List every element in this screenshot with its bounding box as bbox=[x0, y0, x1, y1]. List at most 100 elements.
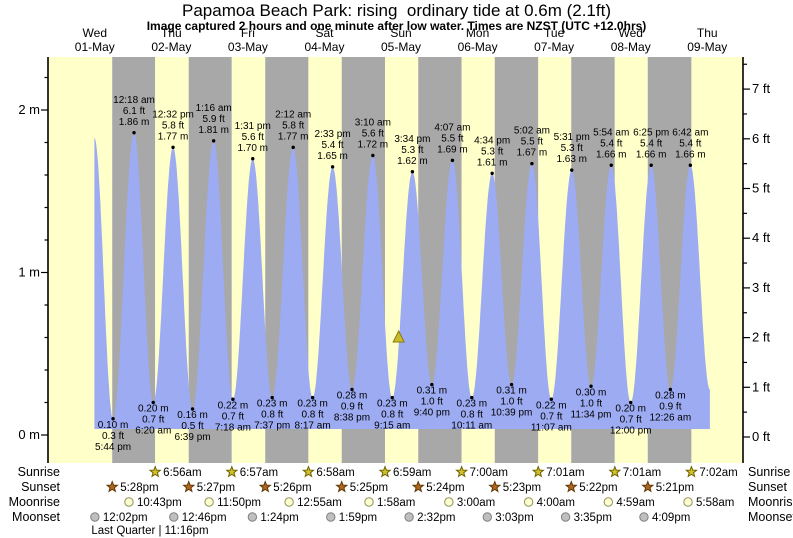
low-tide-ft: 0.9 ft bbox=[659, 402, 681, 413]
low-tide-dot bbox=[190, 407, 195, 411]
right-axis-label: 5 ft bbox=[752, 181, 770, 196]
row-label-moonset-right: Moonset bbox=[748, 510, 793, 524]
left-axis-label: 1 m bbox=[18, 265, 40, 280]
high-tide-ft: 5.6 ft bbox=[362, 129, 384, 140]
day-name-label: Mon bbox=[466, 26, 489, 40]
low-tide-m: 0.22 m bbox=[536, 400, 567, 411]
high-tide-time: 5:02 am bbox=[514, 126, 550, 137]
high-tide-m: 1.86 m bbox=[119, 117, 150, 128]
sunrise-star-icon bbox=[225, 465, 239, 478]
sunset-time: 5:23pm bbox=[503, 482, 541, 494]
sunset-time: 5:21pm bbox=[656, 482, 694, 494]
low-tide-dot bbox=[549, 397, 554, 401]
high-tide-time: 5:54 am bbox=[593, 127, 629, 138]
moonset-time: 3:35pm bbox=[574, 512, 612, 524]
low-tide-ft: 0.8 ft bbox=[261, 410, 283, 421]
low-tide-m: 0.28 m bbox=[337, 391, 368, 402]
low-tide-time: 8:38 pm bbox=[334, 413, 370, 424]
moonset-circle-icon bbox=[169, 512, 179, 522]
sunset-star-icon bbox=[105, 480, 119, 493]
high-tide-m: 1.66 m bbox=[636, 149, 667, 160]
high-tide-dot bbox=[609, 163, 613, 167]
day-date-label: 05-May bbox=[381, 40, 421, 54]
low-tide-m: 0.22 m bbox=[218, 400, 249, 411]
high-tide-dot bbox=[649, 163, 653, 167]
low-tide-time: 10:11 am bbox=[451, 421, 492, 432]
high-tide-m: 1.77 m bbox=[278, 131, 309, 142]
high-tide-m: 1.69 m bbox=[437, 144, 468, 155]
high-tide-ft: 5.4 ft bbox=[640, 138, 662, 149]
current-tide-marker-icon bbox=[392, 329, 405, 343]
moonset-time: 12:46pm bbox=[182, 512, 227, 524]
low-tide-dot bbox=[270, 395, 274, 400]
moonrise-time: 4:59am bbox=[616, 497, 654, 509]
high-tide-ft: 5.3 ft bbox=[561, 143, 583, 154]
sunrise-star-icon bbox=[608, 465, 622, 478]
high-tide-ft: 5.4 ft bbox=[600, 138, 622, 149]
high-tide-time: 3:34 pm bbox=[394, 134, 430, 145]
high-tide-time: 12:32 pm bbox=[152, 109, 194, 120]
low-tide-ft: 0.7 ft bbox=[540, 411, 562, 422]
low-tide-dot bbox=[151, 400, 155, 405]
low-tide-time: 12:26 am bbox=[650, 413, 692, 424]
day-name-label: Tue bbox=[544, 26, 565, 40]
low-tide-m: 0.20 m bbox=[615, 404, 646, 415]
day-name-label: Fri bbox=[241, 26, 255, 40]
moonrise-circle-icon bbox=[284, 497, 294, 507]
moonrise-time: 12:55am bbox=[297, 497, 342, 509]
high-tide-time: 1:16 am bbox=[196, 103, 232, 114]
low-tide-time: 10:39 pm bbox=[491, 408, 533, 419]
sunset-star-icon bbox=[182, 480, 196, 493]
moonset-time: 3:03pm bbox=[495, 512, 533, 524]
high-tide-dot bbox=[570, 168, 574, 172]
row-label-sunrise-right: Sunrise bbox=[748, 465, 790, 479]
moonset-time: 12:02pm bbox=[103, 512, 148, 524]
right-axis-label: 3 ft bbox=[752, 280, 770, 295]
low-tide-time: 11:07 am bbox=[531, 422, 572, 433]
high-tide-ft: 5.6 ft bbox=[242, 132, 264, 143]
sunrise-time: 7:00am bbox=[470, 467, 508, 479]
low-tide-ft: 1.0 ft bbox=[580, 398, 602, 409]
high-tide-dot bbox=[688, 163, 693, 167]
low-tide-time: 8:17 am bbox=[295, 421, 331, 432]
high-tide-m: 1.63 m bbox=[556, 154, 587, 165]
moonset-circle-icon bbox=[639, 512, 649, 522]
low-tide-dot bbox=[390, 395, 394, 400]
sunset-star-icon bbox=[411, 480, 425, 493]
low-tide-ft: 0.7 ft bbox=[142, 415, 164, 426]
high-tide-ft: 5.8 ft bbox=[162, 120, 184, 131]
high-tide-m: 1.81 m bbox=[198, 125, 229, 136]
moonset-circle-icon bbox=[482, 512, 493, 522]
low-tide-ft: 0.8 ft bbox=[461, 410, 483, 421]
low-tide-time: 9:40 pm bbox=[414, 408, 450, 419]
high-tide-ft: 5.8 ft bbox=[282, 120, 304, 131]
low-tide-m: 0.23 m bbox=[297, 399, 328, 410]
moonrise-circle-icon bbox=[523, 497, 534, 507]
moonrise-circle-icon bbox=[124, 497, 134, 507]
day-date-label: 01-May bbox=[75, 40, 115, 54]
high-tide-m: 1.66 m bbox=[596, 149, 627, 160]
day-date-label: 02-May bbox=[151, 40, 191, 54]
day-date-label: 03-May bbox=[228, 40, 268, 54]
low-tide-time: 7:37 pm bbox=[254, 421, 290, 432]
high-tide-ft: 6.1 ft bbox=[123, 106, 145, 117]
low-tide-ft: 0.7 ft bbox=[620, 415, 642, 426]
sunset-time: 5:24pm bbox=[426, 482, 464, 494]
row-label-sunset-left: Sunset bbox=[21, 480, 60, 494]
low-tide-m: 0.31 m bbox=[496, 386, 527, 397]
low-tide-dot bbox=[231, 397, 235, 401]
sunrise-star-icon bbox=[531, 465, 545, 478]
sunrise-time: 7:02am bbox=[699, 467, 737, 479]
low-tide-dot bbox=[589, 384, 593, 388]
moonset-time: 2:32pm bbox=[417, 512, 455, 524]
sunset-star-icon bbox=[488, 480, 502, 493]
moonset-circle-icon bbox=[326, 512, 336, 522]
chart-title: Papamoa Beach Park: rising ordinary tide… bbox=[182, 1, 611, 20]
low-tide-dot bbox=[470, 395, 474, 400]
high-tide-time: 2:33 pm bbox=[315, 129, 351, 140]
low-tide-m: 0.10 m bbox=[98, 420, 129, 431]
low-tide-time: 11:34 pm bbox=[571, 409, 612, 420]
low-tide-dot bbox=[350, 387, 354, 392]
sunrise-star-icon bbox=[684, 465, 698, 478]
